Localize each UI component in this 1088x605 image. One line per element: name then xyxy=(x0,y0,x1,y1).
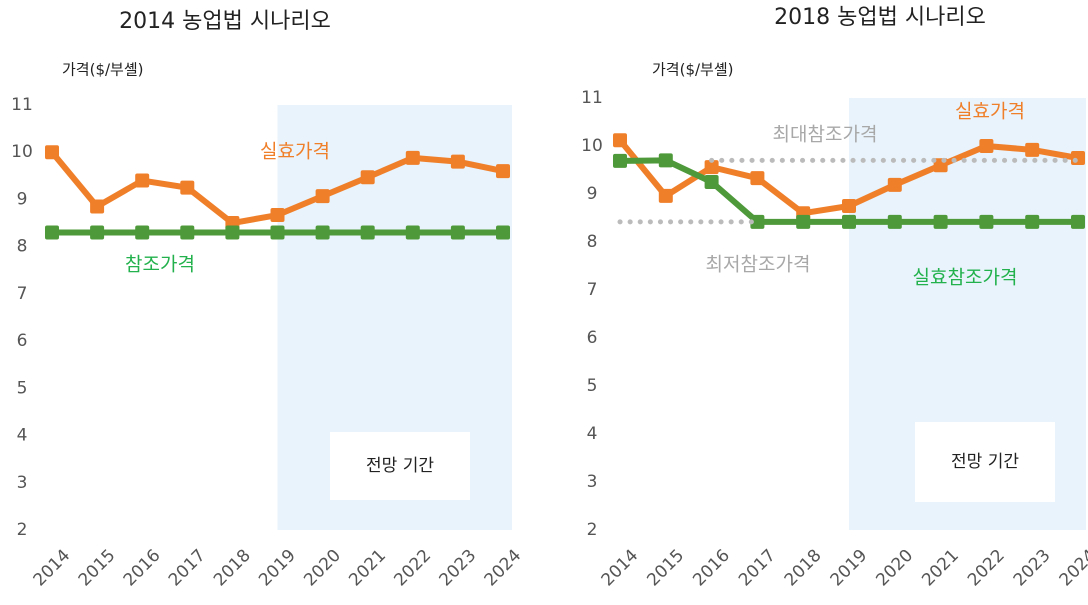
x-tick-label: 2019 xyxy=(255,546,300,591)
point-marker xyxy=(135,173,150,188)
point-marker xyxy=(1025,214,1040,229)
y-tick-label: 7 xyxy=(587,280,598,300)
point-marker xyxy=(90,225,105,240)
forecast-box xyxy=(330,432,470,500)
y-tick-label: 9 xyxy=(587,184,598,204)
point-marker xyxy=(1071,151,1085,165)
y-tick-label: 6 xyxy=(587,328,598,348)
point-marker xyxy=(315,189,330,204)
y-tick-label: 5 xyxy=(17,378,28,398)
y-tick-label: 7 xyxy=(17,284,28,304)
point-marker xyxy=(450,225,465,240)
point-marker xyxy=(496,225,510,240)
point-marker xyxy=(933,214,948,229)
y-tick-label: 10 xyxy=(11,142,33,162)
x-tick-label: 2020 xyxy=(300,546,345,591)
point-marker xyxy=(750,171,765,186)
point-marker xyxy=(360,170,375,185)
y-tick-label: 5 xyxy=(587,376,598,396)
x-tick-label: 2020 xyxy=(872,546,917,591)
point-marker xyxy=(360,225,375,240)
x-tick-label: 2022 xyxy=(964,546,1009,591)
y-tick-label: 8 xyxy=(17,237,28,257)
x-tick-label: 2019 xyxy=(827,546,872,591)
y-tick-label: 3 xyxy=(587,472,598,492)
y-tick-label: 11 xyxy=(11,95,33,115)
chart-title: 2018 농업법 시나리오 xyxy=(774,5,986,30)
y-axis-label: 가격($/부셸) xyxy=(652,61,734,79)
x-tick-label: 2024 xyxy=(1056,546,1088,591)
series-label: 최저참조가격 xyxy=(706,254,811,276)
point-marker xyxy=(405,225,420,240)
point-marker xyxy=(1071,214,1085,229)
point-marker xyxy=(887,177,902,192)
x-tick-label: 2023 xyxy=(1010,546,1055,591)
point-marker xyxy=(405,150,420,165)
y-tick-label: 2 xyxy=(17,520,28,540)
chart-title: 2014 농업법 시나리오 xyxy=(119,9,331,34)
series-label: 실효가격 xyxy=(260,141,330,163)
y-tick-label: 9 xyxy=(17,189,28,209)
series-label: 참조가격 xyxy=(125,254,195,276)
point-marker xyxy=(887,214,902,229)
x-tick-label: 2022 xyxy=(390,546,435,591)
y-tick-label: 4 xyxy=(587,424,598,444)
y-tick-label: 2 xyxy=(587,520,598,540)
forecast-box xyxy=(915,422,1055,502)
series-label: 실효참조가격 xyxy=(913,267,1018,289)
point-marker xyxy=(704,175,719,189)
point-marker xyxy=(796,214,811,229)
y-tick-label: 4 xyxy=(17,426,28,446)
point-marker xyxy=(315,225,330,240)
point-marker xyxy=(180,225,195,240)
forecast-label: 전망 기간 xyxy=(951,452,1019,472)
y-tick-label: 3 xyxy=(17,473,28,493)
x-tick-label: 2017 xyxy=(735,546,780,591)
x-tick-label: 2021 xyxy=(918,546,963,591)
point-marker xyxy=(180,180,195,195)
point-marker xyxy=(979,139,994,153)
point-marker xyxy=(225,225,240,240)
x-tick-label: 2024 xyxy=(481,546,526,591)
point-marker xyxy=(270,225,285,240)
x-tick-label: 2018 xyxy=(781,546,826,591)
point-marker xyxy=(704,160,719,175)
x-tick-label: 2014 xyxy=(30,546,75,591)
point-marker xyxy=(842,199,856,213)
forecast-label: 전망 기간 xyxy=(366,456,434,476)
x-tick-label: 2021 xyxy=(345,546,390,591)
point-marker xyxy=(1025,142,1040,157)
point-marker xyxy=(45,225,59,240)
point-marker xyxy=(135,225,150,240)
point-marker xyxy=(613,133,627,148)
x-tick-label: 2017 xyxy=(165,546,210,591)
x-tick-label: 2015 xyxy=(643,546,688,591)
x-tick-label: 2014 xyxy=(598,546,643,591)
y-tick-label: 10 xyxy=(581,136,603,156)
y-tick-label: 8 xyxy=(587,232,598,252)
y-axis-label: 가격($/부셸) xyxy=(62,61,144,79)
y-tick-label: 6 xyxy=(17,331,28,351)
series-label: 최대참조가격 xyxy=(773,124,878,146)
point-marker xyxy=(450,154,465,169)
point-marker xyxy=(658,153,673,168)
series-label: 실효가격 xyxy=(955,101,1025,123)
point-marker xyxy=(613,153,627,168)
x-tick-label: 2016 xyxy=(120,546,165,591)
point-marker xyxy=(90,199,105,214)
point-marker xyxy=(45,145,59,160)
point-marker xyxy=(496,164,510,179)
x-tick-label: 2015 xyxy=(75,546,120,591)
y-tick-label: 11 xyxy=(581,88,603,108)
x-tick-label: 2018 xyxy=(210,546,255,591)
point-marker xyxy=(979,214,994,229)
x-tick-label: 2023 xyxy=(436,546,481,591)
x-tick-label: 2016 xyxy=(689,546,734,591)
point-marker xyxy=(750,214,765,229)
point-marker xyxy=(658,188,673,203)
point-marker xyxy=(842,214,856,229)
point-marker xyxy=(270,208,285,223)
